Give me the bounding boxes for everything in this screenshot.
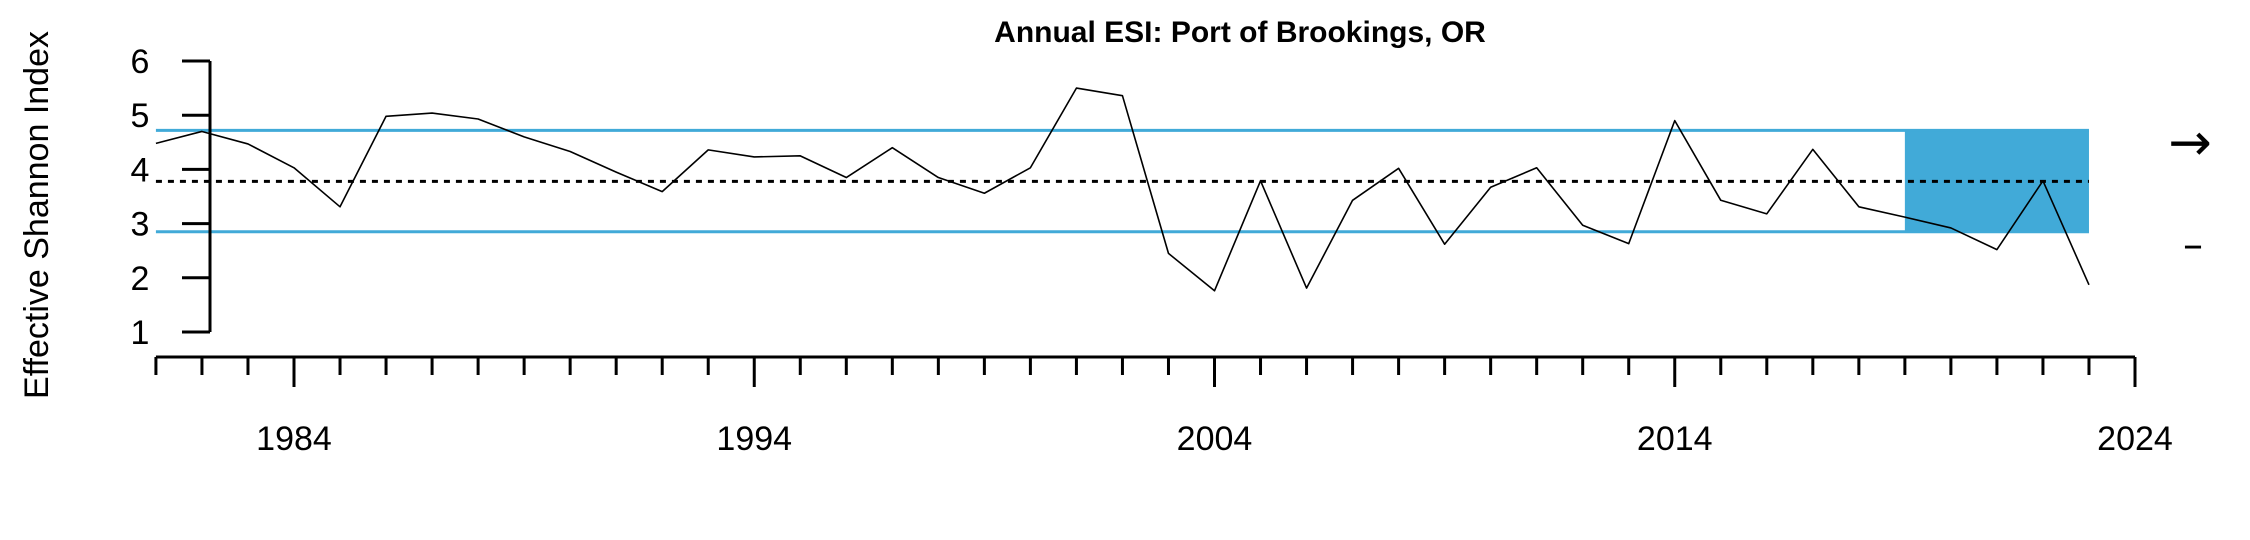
mean-trend-arrow: → bbox=[2168, 113, 2212, 173]
y-tick-label-6: 6 bbox=[131, 43, 150, 81]
x-tick-label-2014: 2014 bbox=[1637, 420, 1713, 458]
chart-title: Annual ESI: Port of Brookings, OR bbox=[994, 16, 1486, 49]
series-layer bbox=[155, 87, 2090, 292]
y-axis: 1 2 3 4 5 6 bbox=[131, 43, 212, 352]
sd-trend-dash: – bbox=[2183, 222, 2203, 268]
x-tick-label-1984: 1984 bbox=[256, 420, 332, 458]
series-line-0 bbox=[155, 87, 2090, 292]
sd-band-lines bbox=[155, 128, 2089, 234]
y-axis-title: Effective Shannon Index bbox=[18, 31, 56, 399]
x-tick-label-1994: 1994 bbox=[716, 420, 792, 458]
x-tick-label-2004: 2004 bbox=[1177, 420, 1253, 458]
y-tick-label-2: 2 bbox=[131, 260, 150, 298]
y-tick-label-3: 3 bbox=[131, 206, 150, 244]
y-tick-label-4: 4 bbox=[131, 151, 150, 189]
x-tick-label-2024: 2024 bbox=[2097, 420, 2173, 458]
y-tick-label-1: 1 bbox=[131, 314, 150, 352]
x-axis: 1984 1994 2004 2014 2024 bbox=[154, 355, 2173, 458]
y-tick-label-5: 5 bbox=[131, 97, 150, 135]
